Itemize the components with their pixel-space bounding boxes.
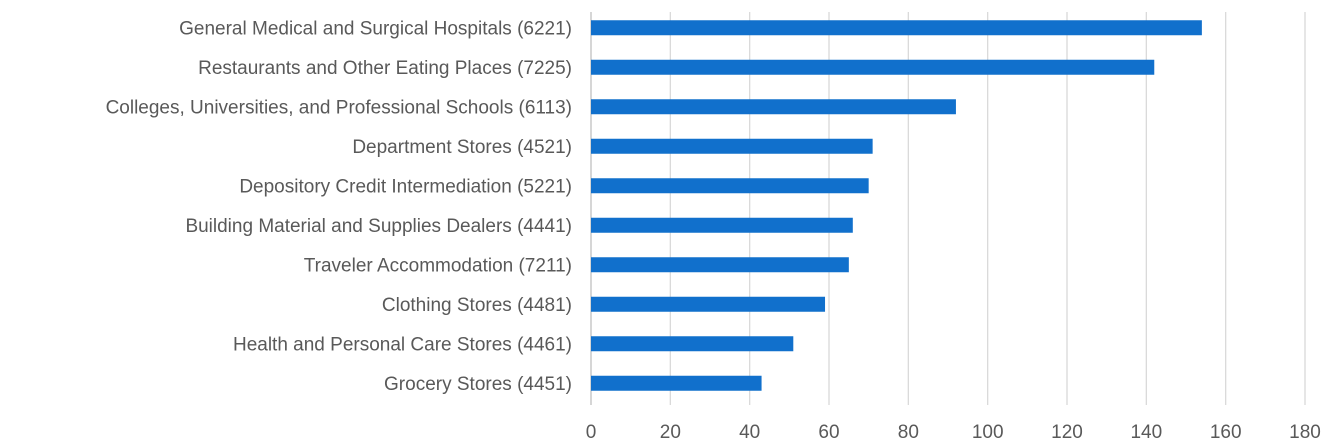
gridlines bbox=[590, 12, 1306, 405]
x-tick-label: 0 bbox=[586, 422, 597, 443]
x-axis-tick-labels: 0 20 40 60 80 100 120 140 160 180 bbox=[586, 422, 1321, 443]
x-tick-label: 180 bbox=[1289, 422, 1321, 443]
bar bbox=[591, 99, 956, 115]
bar bbox=[591, 59, 1155, 75]
category-label: Clothing Stores (4481) bbox=[382, 295, 572, 316]
category-label: Colleges, Universities, and Professional… bbox=[106, 97, 572, 118]
bar bbox=[591, 257, 849, 273]
x-tick-label: 80 bbox=[898, 422, 919, 443]
x-tick-label: 140 bbox=[1130, 422, 1162, 443]
x-tick-label: 160 bbox=[1210, 422, 1242, 443]
category-label: Depository Credit Intermediation (5221) bbox=[239, 176, 572, 197]
bars bbox=[591, 20, 1202, 391]
category-label: Restaurants and Other Eating Places (722… bbox=[198, 58, 572, 79]
bar bbox=[591, 178, 869, 194]
bar bbox=[591, 375, 762, 391]
category-label: Building Material and Supplies Dealers (… bbox=[185, 216, 572, 237]
bar bbox=[591, 217, 853, 233]
bar bbox=[591, 296, 826, 312]
x-tick-label: 20 bbox=[660, 422, 681, 443]
x-tick-label: 60 bbox=[818, 422, 839, 443]
category-labels: General Medical and Surgical Hospitals (… bbox=[106, 18, 572, 395]
x-tick-label: 120 bbox=[1051, 422, 1083, 443]
category-label: Grocery Stores (4451) bbox=[384, 374, 572, 395]
category-label: Health and Personal Care Stores (4461) bbox=[233, 334, 572, 355]
bar bbox=[591, 336, 794, 352]
bar bbox=[591, 138, 873, 154]
category-label: Department Stores (4521) bbox=[352, 137, 572, 158]
category-label: General Medical and Surgical Hospitals (… bbox=[179, 18, 572, 39]
category-label: Traveler Accommodation (7211) bbox=[304, 255, 572, 276]
x-tick-label: 40 bbox=[739, 422, 760, 443]
x-tick-label: 100 bbox=[972, 422, 1004, 443]
bar bbox=[591, 20, 1202, 36]
